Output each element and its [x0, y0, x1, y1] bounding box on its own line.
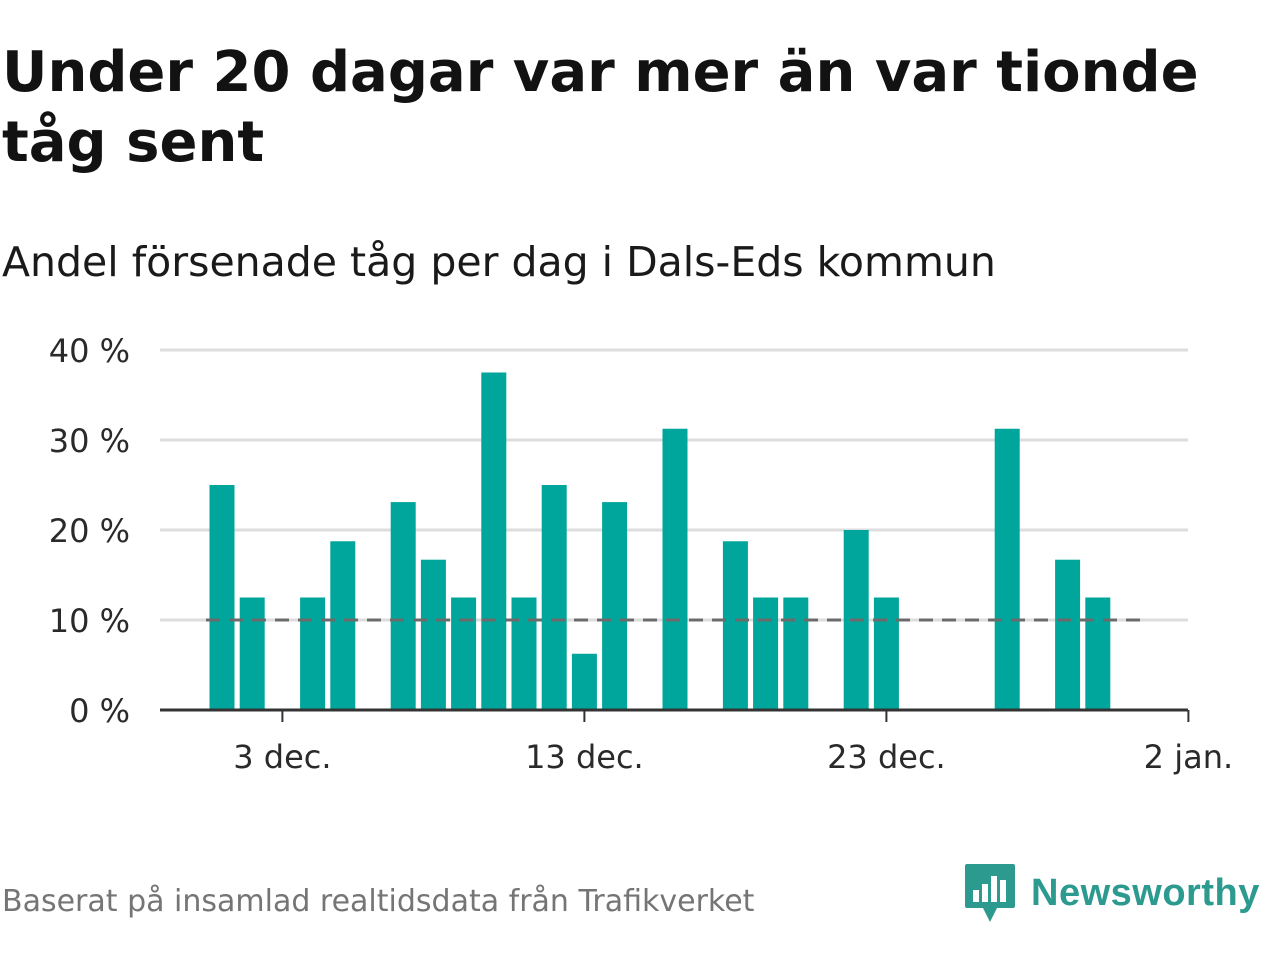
x-tick-label: 3 dec.	[233, 738, 331, 776]
bar	[511, 597, 537, 710]
bar	[753, 597, 779, 710]
x-tick-label: 23 dec.	[827, 738, 946, 776]
bars	[209, 372, 1111, 710]
bar	[541, 485, 567, 710]
bar	[602, 502, 628, 710]
y-tick-label: 0 %	[69, 692, 130, 730]
y-tick-label: 10 %	[49, 602, 130, 640]
bar	[571, 653, 597, 710]
bar-chart: 0 % 10 % 20 % 30 % 40 % 3 dec. 13 dec. 23 dec. 2…	[49, 332, 1233, 776]
bar	[390, 502, 416, 710]
bar	[451, 597, 477, 710]
brand-logo[interactable]: Newsworthy	[963, 862, 1260, 924]
bar	[783, 597, 809, 710]
chart-subtitle: Andel försenade tåg per dag i Dals-Eds k…	[2, 238, 996, 286]
bar	[722, 541, 748, 710]
bar	[209, 485, 235, 710]
bar	[420, 559, 446, 710]
source-note: Baserat på insamlad realtidsdata från Tr…	[2, 884, 755, 919]
y-tick-label: 30 %	[49, 422, 130, 460]
bar	[1055, 559, 1081, 710]
bar	[873, 597, 899, 710]
chart-title: Under 20 dagar var mer än var tionde tåg…	[2, 40, 1199, 175]
bar	[662, 428, 688, 710]
bar	[330, 541, 356, 710]
bar	[1085, 597, 1111, 710]
bar	[481, 372, 507, 710]
bar	[239, 597, 265, 710]
x-tick-label: 2 jan.	[1144, 738, 1233, 776]
bar	[300, 597, 326, 710]
x-tick-label: 13 dec.	[525, 738, 644, 776]
axes: 0 % 10 % 20 % 30 % 40 % 3 dec. 13 dec. 23 dec. 2…	[49, 332, 1233, 776]
brand-name: Newsworthy	[1031, 871, 1260, 914]
newsworthy-logo-icon	[965, 864, 1015, 922]
bar	[994, 428, 1020, 710]
y-tick-label: 20 %	[49, 512, 130, 550]
y-tick-label: 40 %	[49, 332, 130, 370]
